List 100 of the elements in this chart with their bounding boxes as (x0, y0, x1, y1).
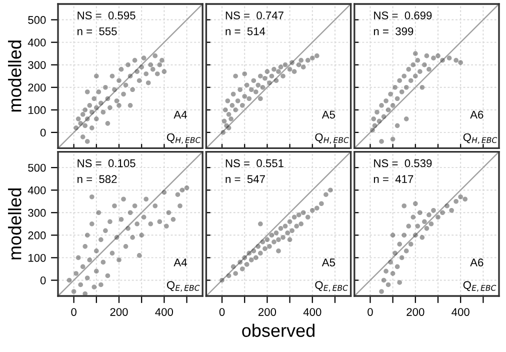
x-tick-label: 0 (368, 308, 373, 316)
point (110, 74, 115, 79)
point (162, 69, 167, 74)
point (292, 214, 297, 220)
point (164, 224, 169, 229)
point (254, 255, 258, 260)
point (454, 58, 458, 63)
x-tick-label: 0 (71, 308, 76, 316)
point (379, 102, 384, 108)
point (276, 237, 281, 242)
point (128, 102, 133, 108)
point (294, 224, 299, 229)
point (305, 58, 310, 63)
point (413, 201, 418, 206)
point (108, 219, 112, 224)
point (87, 258, 92, 262)
point (415, 58, 420, 63)
point (100, 260, 106, 265)
annotation: A6 (470, 258, 484, 266)
point (276, 69, 281, 74)
point (424, 53, 430, 58)
point (408, 242, 414, 247)
point (386, 282, 391, 288)
y-tick-label: 300 (28, 61, 46, 69)
point (420, 235, 425, 240)
point (440, 58, 445, 63)
point (426, 66, 432, 72)
annotation: NS = 0.539 (374, 159, 432, 168)
point (285, 230, 290, 236)
point (394, 96, 400, 102)
point (390, 271, 396, 276)
point (418, 69, 422, 74)
point (446, 56, 452, 60)
point (105, 273, 110, 278)
point (94, 74, 99, 79)
point (84, 89, 90, 94)
point (256, 82, 261, 88)
point (126, 226, 130, 231)
point (262, 76, 268, 81)
point (230, 264, 236, 270)
point (103, 228, 108, 234)
point (314, 206, 320, 211)
point (94, 268, 99, 274)
point (84, 116, 90, 122)
point (136, 78, 142, 84)
annotation: Q$_{E,EBC}$ (463, 281, 496, 292)
point (436, 214, 440, 220)
point (397, 78, 402, 84)
point (66, 278, 72, 283)
point (254, 89, 258, 94)
point (267, 80, 272, 86)
point (272, 66, 276, 72)
y-tick-label: 200 (28, 84, 46, 92)
point (230, 92, 236, 97)
point (184, 185, 190, 190)
point (162, 190, 167, 195)
point (103, 84, 108, 90)
point (422, 219, 427, 224)
point (134, 221, 140, 226)
point (80, 134, 86, 140)
point (399, 89, 404, 94)
point (132, 58, 138, 63)
point (404, 248, 409, 254)
annotation: n = 399 (374, 27, 414, 36)
point (82, 244, 88, 249)
point (123, 82, 128, 88)
point (238, 87, 242, 92)
point (139, 232, 144, 238)
point (84, 139, 90, 144)
point (246, 250, 252, 256)
point (458, 60, 463, 65)
point (384, 268, 388, 274)
point (310, 208, 315, 213)
point (233, 107, 238, 112)
point (98, 237, 104, 242)
point (274, 230, 279, 236)
point (376, 118, 382, 124)
point (136, 253, 142, 258)
point (422, 62, 427, 68)
y-tick-label: 100 (28, 106, 46, 114)
point (287, 237, 292, 242)
point (260, 84, 266, 90)
point (436, 53, 440, 58)
point (258, 250, 263, 256)
x-tick-label: 200 (406, 308, 424, 316)
point (424, 226, 430, 231)
annotation: A4 (174, 110, 187, 118)
point (84, 276, 90, 280)
point (402, 232, 407, 238)
point (242, 94, 248, 99)
point (128, 210, 133, 216)
point (324, 192, 328, 198)
point (141, 214, 146, 220)
annotation: Q$_{E,EBC}$ (315, 281, 348, 292)
annotation: NS = 0.595 (78, 12, 136, 20)
point (76, 116, 81, 122)
point (406, 66, 412, 72)
annotation: A6 (470, 110, 484, 119)
point (92, 284, 97, 290)
point (148, 221, 154, 226)
